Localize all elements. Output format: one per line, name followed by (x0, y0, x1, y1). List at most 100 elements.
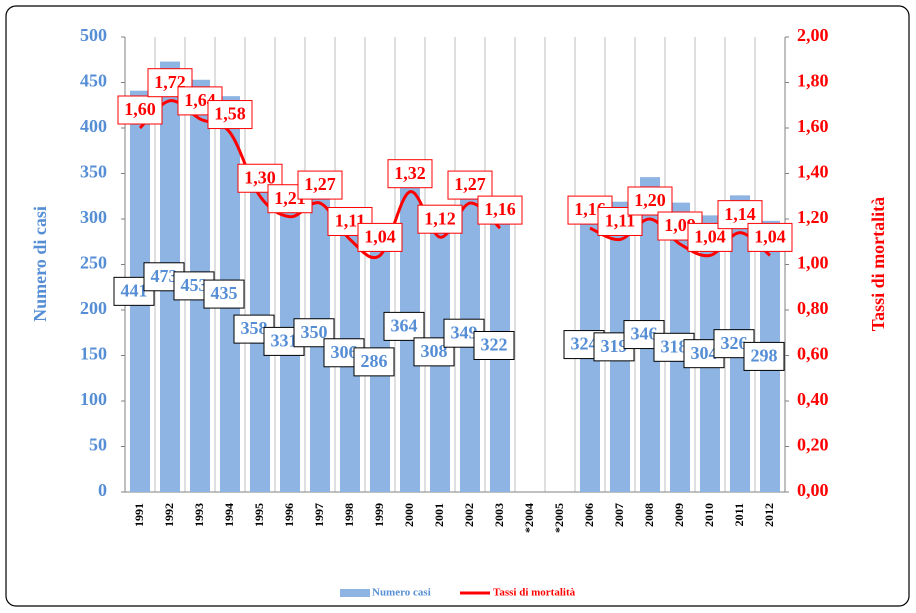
data-label: 286 (361, 351, 388, 371)
data-label-box (327, 206, 373, 236)
data-label: 319 (601, 336, 628, 356)
y2-tick-label: 0,60 (797, 344, 829, 364)
y2-tick-label: 0,40 (797, 389, 829, 409)
data-label: 1,16 (484, 199, 516, 219)
y-tick-label: 50 (89, 435, 107, 455)
data-label: 453 (181, 275, 208, 295)
x-tick-label: 2001 (432, 503, 446, 527)
x-tick-label: 1997 (312, 503, 326, 527)
y-tick-label: 400 (80, 116, 107, 136)
data-label: 1,60 (124, 99, 156, 119)
x-tick-label: 2008 (642, 503, 656, 527)
data-label: 349 (451, 322, 478, 342)
x-tick-label: 2011 (732, 503, 746, 526)
data-label-box (747, 222, 793, 252)
y-tick-label: 300 (80, 207, 107, 227)
y-tick-label: 200 (80, 298, 107, 318)
data-label: 326 (721, 333, 748, 353)
data-label-box (417, 204, 463, 234)
y-tick-label: 250 (80, 253, 107, 273)
data-label: 1,12 (424, 208, 456, 228)
y2-tick-label: 1,60 (797, 116, 829, 136)
legend-swatch (340, 589, 370, 597)
data-label-box (743, 341, 785, 371)
data-label: 1,20 (634, 190, 666, 210)
x-tick-label: 1999 (372, 503, 386, 527)
data-label: 1,32 (394, 163, 426, 183)
y2-tick-label: 0,00 (797, 480, 829, 500)
data-label-box (387, 159, 433, 189)
data-label: 1,04 (694, 227, 726, 247)
data-label-box (627, 186, 673, 216)
x-tick-label: 2012 (762, 503, 776, 527)
data-label: 1,58 (214, 104, 246, 124)
x-tick-label: *2004 (522, 503, 536, 533)
data-label: 322 (481, 335, 508, 355)
y2-tick-label: 1,20 (797, 207, 829, 227)
data-label: 324 (571, 334, 598, 354)
x-tick-label: *2005 (552, 503, 566, 533)
x-tick-label: 2010 (702, 503, 716, 527)
data-label: 441 (121, 280, 148, 300)
x-tick-label: 1993 (192, 503, 206, 527)
x-tick-label: 2006 (582, 503, 596, 527)
data-label: 350 (301, 322, 328, 342)
line (138, 99, 502, 259)
y-axis-label: Numero di casi (30, 206, 50, 322)
x-tick-label: 1998 (342, 503, 356, 527)
x-tick-label: 2000 (402, 503, 416, 527)
y2-tick-label: 0,20 (797, 435, 829, 455)
legend-label: Tassi di mortalità (493, 587, 576, 599)
x-tick-label: 1991 (132, 503, 146, 527)
x-tick-label: 1995 (252, 503, 266, 527)
y2-tick-label: 1,00 (797, 253, 829, 273)
data-label: 304 (691, 343, 718, 363)
data-label-box (447, 170, 493, 200)
data-label: 346 (631, 324, 658, 344)
data-label: 1,27 (304, 174, 336, 194)
data-label-box (203, 279, 245, 309)
y2-axis-label: Tassi di mortalità (868, 197, 888, 331)
data-label-box (207, 100, 253, 130)
data-label: 1,30 (244, 167, 276, 187)
data-label: 331 (271, 331, 298, 351)
data-label: 1,11 (605, 211, 636, 231)
data-label: 318 (661, 336, 688, 356)
data-label: 364 (391, 316, 418, 336)
data-label-box (357, 222, 403, 252)
y2-tick-label: 1,80 (797, 71, 829, 91)
data-label: 358 (241, 318, 268, 338)
data-label: 308 (421, 341, 448, 361)
data-label-box (477, 195, 523, 225)
data-label-box (353, 347, 395, 377)
line (589, 217, 771, 258)
y-tick-label: 150 (80, 344, 107, 364)
x-tick-label: 2003 (492, 503, 506, 527)
data-label: 1,04 (364, 227, 396, 247)
x-tick-label: 2007 (612, 503, 626, 527)
y-tick-label: 450 (80, 71, 107, 91)
data-label: 306 (331, 342, 358, 362)
data-label-box (297, 170, 343, 200)
data-label: 1,14 (724, 204, 756, 224)
data-label: 473 (151, 266, 178, 286)
x-tick-label: 1996 (282, 503, 296, 527)
y-tick-label: 0 (98, 480, 107, 500)
data-label-box (473, 330, 515, 360)
data-label: 1,04 (754, 227, 786, 247)
y-tick-label: 350 (80, 162, 107, 182)
x-tick-label: 1994 (222, 503, 236, 527)
data-label-box (117, 95, 163, 125)
y2-tick-label: 0,80 (797, 298, 829, 318)
data-label: 298 (751, 346, 778, 366)
data-label: 1,27 (454, 174, 486, 194)
y-tick-label: 500 (80, 25, 107, 45)
data-label-box (383, 311, 425, 341)
y2-tick-label: 2,00 (797, 25, 829, 45)
y-tick-label: 100 (80, 389, 107, 409)
x-tick-label: 1992 (162, 503, 176, 527)
x-tick-label: 2002 (462, 503, 476, 527)
data-label: 435 (211, 283, 238, 303)
y2-tick-label: 1,40 (797, 162, 829, 182)
